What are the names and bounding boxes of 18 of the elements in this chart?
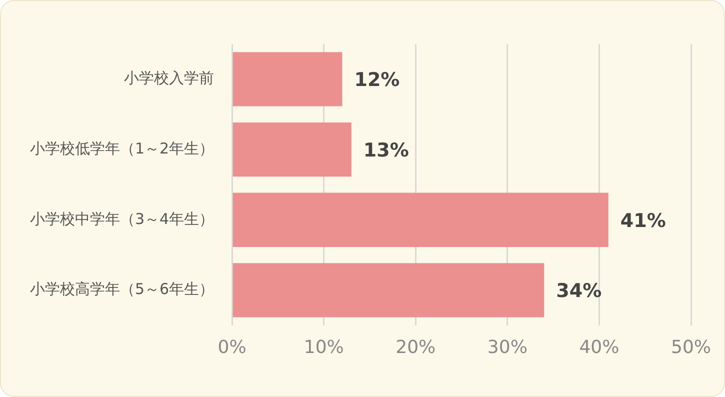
bar <box>232 52 342 106</box>
y-tick-label: 小学校中学年（3～4年生） <box>30 210 214 228</box>
data-label: 13% <box>363 139 409 162</box>
x-tick-label: 50% <box>670 336 712 358</box>
bar <box>232 122 352 177</box>
data-label: 41% <box>620 210 666 232</box>
y-tick-label: 小学校入学前 <box>124 69 214 88</box>
data-label: 34% <box>556 280 602 302</box>
x-tick-label: 20% <box>396 336 436 358</box>
bar <box>232 192 608 247</box>
x-tick-label: 30% <box>487 336 528 358</box>
x-tick-label: 10% <box>304 336 344 358</box>
y-tick-label: 小学校高学年（5～6年生） <box>30 280 214 298</box>
x-tick-label: 40% <box>579 336 620 358</box>
x-tick-label: 0% <box>218 336 246 358</box>
data-label: 12% <box>354 69 400 92</box>
y-tick-label: 小学校低学年（1～2年生） <box>30 139 214 158</box>
bar <box>232 263 544 318</box>
